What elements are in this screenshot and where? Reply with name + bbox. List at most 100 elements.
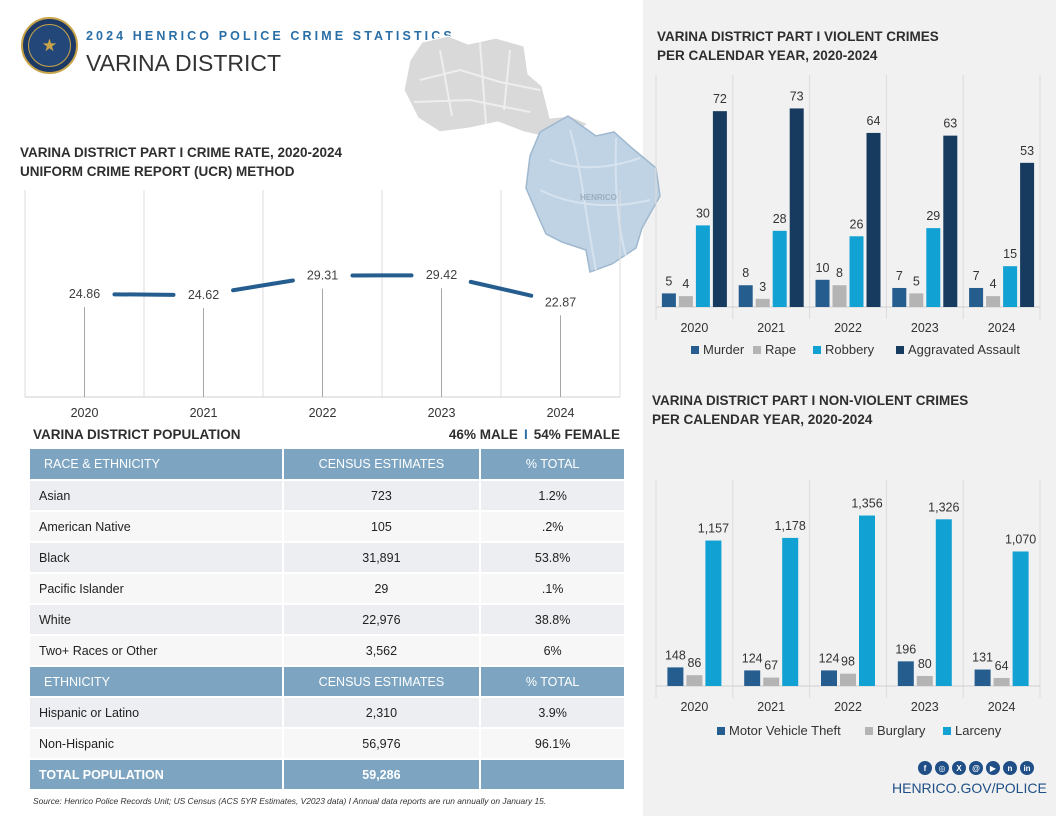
table-cell: 96.1% bbox=[480, 728, 626, 760]
county-roads bbox=[413, 41, 541, 125]
legend-label: Murder bbox=[703, 342, 745, 357]
x-tick-label: 2022 bbox=[834, 700, 862, 714]
bar-value-label: 8 bbox=[836, 266, 843, 280]
website-link[interactable]: HENRICO.GOV/POLICE bbox=[892, 780, 1047, 796]
table-cell: 1.2% bbox=[480, 480, 626, 512]
table-cell: .2% bbox=[480, 511, 626, 543]
legend-label: Aggravated Assault bbox=[908, 342, 1020, 357]
table-cell: White bbox=[30, 604, 284, 636]
bar-value-label: 3 bbox=[759, 280, 766, 294]
bar-robbery bbox=[695, 225, 710, 307]
x-tick-label: 2020 bbox=[680, 321, 708, 335]
column-header: CENSUS ESTIMATES bbox=[282, 449, 482, 481]
bar-larceny bbox=[859, 515, 875, 686]
bar-value-label: 4 bbox=[990, 277, 997, 291]
table-row: Two+ Races or Other 3,562 6% bbox=[30, 635, 626, 667]
legend-label: Burglary bbox=[877, 723, 926, 738]
series-line-segment bbox=[231, 278, 295, 293]
henrico-police-seal-logo bbox=[21, 17, 78, 74]
district-map: HENRICO bbox=[403, 35, 661, 274]
legend-swatch bbox=[691, 346, 699, 354]
table-cell: American Native bbox=[30, 511, 284, 543]
table-cell: 29 bbox=[282, 573, 482, 605]
rate-chart-title-line2: UNIFORM CRIME REPORT (UCR) METHOD bbox=[20, 164, 295, 179]
bar-value-label: 7 bbox=[973, 269, 980, 283]
social-media-icons: f ◎ X @ ▶ n in bbox=[918, 761, 1034, 775]
county-outline bbox=[403, 35, 590, 139]
series-line-segment bbox=[468, 279, 534, 298]
population-table: RACE & ETHNICITY CENSUS ESTIMATES% TOTAL A… bbox=[30, 449, 626, 791]
nextdoor-icon[interactable]: n bbox=[1003, 761, 1017, 775]
report-kicker: 2024 HENRICO POLICE CRIME STATISTICS bbox=[86, 29, 455, 43]
bar-aggravated-assault bbox=[866, 132, 881, 307]
facebook-icon[interactable]: f bbox=[918, 761, 932, 775]
bar-value-label: 8 bbox=[742, 266, 749, 280]
table-cell: 22,976 bbox=[282, 604, 482, 636]
bar-murder bbox=[815, 279, 830, 307]
bar-larceny bbox=[935, 519, 952, 686]
district-title: VARINA DISTRICT bbox=[86, 50, 282, 76]
bar-aggravated-assault bbox=[943, 135, 958, 307]
bar-motor-vehicle-theft bbox=[897, 661, 914, 686]
bar-robbery bbox=[849, 236, 864, 307]
table-cell: Black bbox=[30, 542, 284, 574]
bar-motor-vehicle-theft bbox=[821, 670, 837, 686]
rate-chart-title: VARINA DISTRICT PART I CRIME RATE, 2020-… bbox=[20, 143, 342, 181]
bar-motor-vehicle-theft bbox=[667, 667, 684, 686]
table-cell: 6% bbox=[480, 635, 626, 667]
table-cell: 53.8% bbox=[480, 542, 626, 574]
table-cell: 2,310 bbox=[282, 697, 482, 729]
bar-murder bbox=[738, 285, 753, 307]
bar-value-label: 5 bbox=[913, 274, 920, 288]
nonviolent-chart-title: VARINA DISTRICT PART I NON-VIOLENT CRIME… bbox=[652, 391, 968, 429]
bar-burglary bbox=[686, 675, 703, 686]
x-tick-label: 2022 bbox=[834, 321, 862, 335]
violent-chart-title-line2: PER CALENDAR YEAR, 2020-2024 bbox=[657, 48, 878, 63]
bar-value-label: 29 bbox=[926, 209, 940, 223]
gender-separator: I bbox=[523, 427, 528, 442]
x-tick-label: 2020 bbox=[71, 406, 99, 420]
table-row: Pacific Islander 29.1% bbox=[30, 573, 626, 605]
bar-rape bbox=[755, 298, 770, 307]
instagram-icon[interactable]: ◎ bbox=[935, 761, 949, 775]
bar-value-label: 80 bbox=[918, 657, 932, 671]
table-cell: Two+ Races or Other bbox=[30, 635, 284, 667]
bar-value-label: 7 bbox=[896, 269, 903, 283]
bar-burglary bbox=[763, 677, 780, 686]
gender-split: 46% MALE I 54% FEMALE bbox=[449, 427, 620, 442]
female-percent: 54% FEMALE bbox=[533, 427, 620, 442]
bar-value-label: 5 bbox=[665, 274, 672, 288]
x-icon[interactable]: X bbox=[952, 761, 966, 775]
bar-aggravated-assault bbox=[789, 108, 804, 307]
bar-motor-vehicle-theft bbox=[974, 669, 991, 686]
x-tick-label: 2024 bbox=[988, 321, 1016, 335]
bar-value-label: 148 bbox=[665, 648, 686, 662]
legend-swatch bbox=[896, 346, 904, 354]
x-tick-label: 2024 bbox=[988, 700, 1016, 714]
ethnicity-header-row: ETHNICITY CENSUS ESTIMATES% TOTAL bbox=[30, 666, 626, 698]
linkedin-icon[interactable]: in bbox=[1020, 761, 1034, 775]
total-cell: 59,286 bbox=[282, 759, 482, 791]
threads-icon[interactable]: @ bbox=[969, 761, 983, 775]
table-cell: 56,976 bbox=[282, 728, 482, 760]
data-label: 29.31 bbox=[307, 269, 338, 283]
bar-robbery bbox=[1003, 266, 1018, 307]
legend-label: Motor Vehicle Theft bbox=[729, 723, 841, 738]
x-tick-label: 2023 bbox=[911, 700, 939, 714]
data-label: 24.62 bbox=[188, 288, 219, 302]
bar-value-label: 10 bbox=[816, 261, 830, 275]
x-tick-label: 2024 bbox=[547, 406, 575, 420]
youtube-icon[interactable]: ▶ bbox=[986, 761, 1000, 775]
bar-murder bbox=[892, 287, 907, 307]
crime-rate-line-chart: 24.86 2020 24.62 2021 29.31 2022 29.42 2023 22.8… bbox=[24, 190, 621, 420]
table-cell: 31,891 bbox=[282, 542, 482, 574]
table-cell: Non-Hispanic bbox=[30, 728, 284, 760]
male-percent: 46% MALE bbox=[448, 427, 518, 442]
bar-larceny bbox=[1012, 551, 1029, 686]
legend-swatch bbox=[865, 727, 873, 735]
table-cell: 3.9% bbox=[480, 697, 626, 729]
bar-value-label: 72 bbox=[713, 92, 727, 106]
column-header: ETHNICITY bbox=[30, 666, 284, 698]
